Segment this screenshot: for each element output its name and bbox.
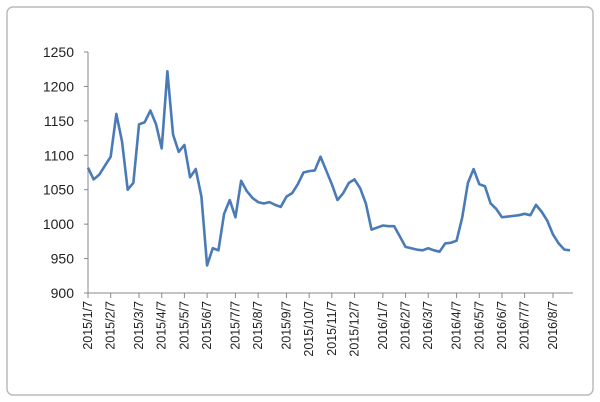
x-tick-label: 2015/2/7: [104, 301, 118, 350]
x-tick-label: 2015/1/7: [81, 301, 95, 350]
x-tick-label: 2015/12/7: [348, 301, 362, 357]
y-tick-label: 900: [51, 285, 75, 301]
x-tick-label: 2015/5/7: [177, 301, 191, 350]
y-tick-label: 950: [51, 251, 75, 267]
x-tick-label: 2015/7/7: [228, 301, 242, 350]
y-tick-label: 1000: [43, 216, 74, 232]
x-tick-label: 2015/4/7: [155, 301, 169, 350]
x-tick-label: 2015/11/7: [325, 301, 339, 356]
x-tick-label: 2015/10/7: [302, 301, 316, 357]
x-tick-label: 2016/6/7: [495, 301, 509, 350]
x-tick-label: 2016/3/7: [421, 301, 435, 350]
x-tick-label: 2016/4/7: [450, 301, 464, 350]
y-tick-label: 1250: [43, 44, 74, 60]
x-tick-label: 2015/6/7: [200, 301, 214, 350]
x-tick-label: 2016/5/7: [472, 301, 486, 350]
chart-frame: [6, 6, 594, 396]
y-tick-label: 1200: [43, 78, 74, 94]
y-tick-label: 1050: [43, 182, 74, 198]
y-tick-label: 1150: [44, 113, 74, 129]
x-tick-label: 2015/3/7: [132, 301, 146, 350]
y-tick-label: 1100: [44, 147, 74, 163]
line-series: [86, 69, 571, 267]
x-tick-label: 2016/8/7: [546, 301, 560, 350]
x-tick-label: 2016/1/7: [376, 301, 390, 350]
x-tick-label: 2015/9/7: [279, 301, 293, 350]
x-tick-label: 2016/7/7: [518, 301, 532, 350]
x-tick-label: 2016/2/7: [399, 301, 413, 350]
x-tick-label: 2015/8/7: [251, 301, 265, 350]
